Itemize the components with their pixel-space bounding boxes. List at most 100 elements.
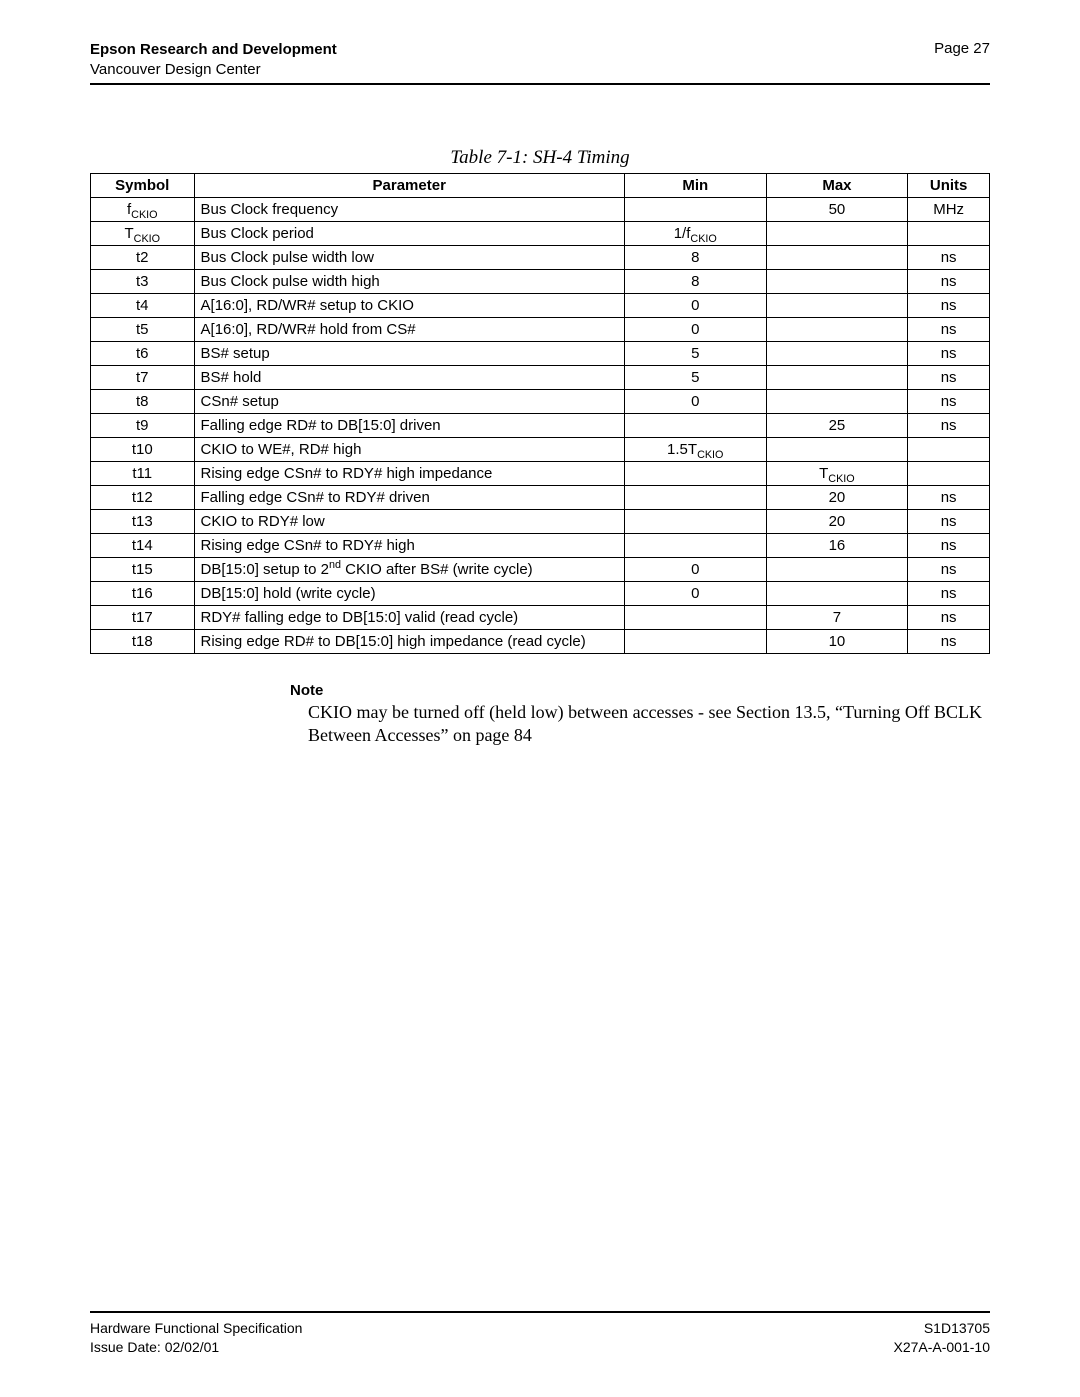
cell-units: ns <box>908 390 990 414</box>
table-row: t2Bus Clock pulse width low8ns <box>91 246 990 270</box>
table-row: t10CKIO to WE#, RD# high1.5TCKIO <box>91 438 990 462</box>
cell-max: 25 <box>766 414 908 438</box>
cell-min <box>624 606 766 630</box>
cell-min: 0 <box>624 390 766 414</box>
cell-units: ns <box>908 270 990 294</box>
cell-max: TCKIO <box>766 462 908 486</box>
cell-min <box>624 534 766 558</box>
cell-min: 1.5TCKIO <box>624 438 766 462</box>
table-title: Table 7-1: SH-4 Timing <box>90 147 990 169</box>
header-page-number: Page 27 <box>934 40 990 57</box>
cell-units: ns <box>908 510 990 534</box>
cell-symbol: t8 <box>91 390 195 414</box>
cell-symbol: t11 <box>91 462 195 486</box>
footer-left2: Issue Date: 02/02/01 <box>90 1338 302 1357</box>
cell-min: 5 <box>624 366 766 390</box>
cell-max <box>766 582 908 606</box>
cell-min: 0 <box>624 318 766 342</box>
table-row: t12Falling edge CSn# to RDY# driven20ns <box>91 486 990 510</box>
timing-table: Symbol Parameter Min Max Units fCKIOBus … <box>90 173 990 654</box>
table-row: t13CKIO to RDY# low 20ns <box>91 510 990 534</box>
footer-row: Hardware Functional Specification Issue … <box>90 1319 990 1357</box>
cell-units: ns <box>908 294 990 318</box>
table-header-row: Symbol Parameter Min Max Units <box>91 174 990 198</box>
cell-parameter: CKIO to RDY# low <box>194 510 624 534</box>
cell-min <box>624 630 766 654</box>
cell-parameter: Bus Clock period <box>194 222 624 246</box>
cell-max: 20 <box>766 510 908 534</box>
cell-min: 8 <box>624 246 766 270</box>
cell-max <box>766 294 908 318</box>
cell-parameter: DB[15:0] hold (write cycle) <box>194 582 624 606</box>
header-left: Epson Research and Development Vancouver… <box>90 40 337 79</box>
col-parameter: Parameter <box>194 174 624 198</box>
cell-symbol: TCKIO <box>91 222 195 246</box>
cell-parameter: BS# hold <box>194 366 624 390</box>
cell-symbol: t2 <box>91 246 195 270</box>
col-max: Max <box>766 174 908 198</box>
cell-units: MHz <box>908 198 990 222</box>
cell-parameter: A[16:0], RD/WR# hold from CS# <box>194 318 624 342</box>
cell-min: 1/fCKIO <box>624 222 766 246</box>
cell-symbol: fCKIO <box>91 198 195 222</box>
cell-parameter: Bus Clock frequency <box>194 198 624 222</box>
col-units: Units <box>908 174 990 198</box>
cell-max <box>766 366 908 390</box>
table-row: t15DB[15:0] setup to 2nd CKIO after BS# … <box>91 558 990 582</box>
table-row: t16DB[15:0] hold (write cycle)0ns <box>91 582 990 606</box>
cell-symbol: t5 <box>91 318 195 342</box>
cell-units: ns <box>908 342 990 366</box>
header-sub: Vancouver Design Center <box>90 60 337 80</box>
footer-left: Hardware Functional Specification Issue … <box>90 1319 302 1357</box>
cell-parameter: Rising edge CSn# to RDY# high impedance <box>194 462 624 486</box>
table-row: t17RDY# falling edge to DB[15:0] valid (… <box>91 606 990 630</box>
cell-parameter: DB[15:0] setup to 2nd CKIO after BS# (wr… <box>194 558 624 582</box>
cell-symbol: t14 <box>91 534 195 558</box>
cell-symbol: t16 <box>91 582 195 606</box>
cell-symbol: t3 <box>91 270 195 294</box>
cell-symbol: t13 <box>91 510 195 534</box>
cell-max: 20 <box>766 486 908 510</box>
cell-symbol: t18 <box>91 630 195 654</box>
table-row: t6BS# setup5ns <box>91 342 990 366</box>
footer-right: S1D13705 X27A-A-001-10 <box>893 1319 990 1357</box>
cell-parameter: Falling edge RD# to DB[15:0] driven <box>194 414 624 438</box>
cell-max: 7 <box>766 606 908 630</box>
cell-max: 16 <box>766 534 908 558</box>
cell-min <box>624 462 766 486</box>
table-row: t8CSn# setup0 ns <box>91 390 990 414</box>
page: Epson Research and Development Vancouver… <box>0 0 1080 1397</box>
footer-rule <box>90 1311 990 1313</box>
cell-max <box>766 270 908 294</box>
cell-units: ns <box>908 558 990 582</box>
cell-min: 0 <box>624 558 766 582</box>
cell-max <box>766 438 908 462</box>
cell-max <box>766 246 908 270</box>
cell-parameter: Bus Clock pulse width high <box>194 270 624 294</box>
table-row: fCKIOBus Clock frequency50MHz <box>91 198 990 222</box>
cell-max <box>766 318 908 342</box>
footer-right1: S1D13705 <box>893 1319 990 1338</box>
col-min: Min <box>624 174 766 198</box>
table-row: t7BS# hold5ns <box>91 366 990 390</box>
cell-symbol: t6 <box>91 342 195 366</box>
note-body: CKIO may be turned off (held low) betwee… <box>308 701 990 746</box>
page-header: Epson Research and Development Vancouver… <box>90 40 990 79</box>
table-row: t11Rising edge CSn# to RDY# high impedan… <box>91 462 990 486</box>
table-row: t4A[16:0], RD/WR# setup to CKIO0ns <box>91 294 990 318</box>
cell-max <box>766 222 908 246</box>
cell-min: 0 <box>624 294 766 318</box>
cell-units <box>908 222 990 246</box>
footer-right2: X27A-A-001-10 <box>893 1338 990 1357</box>
table-row: t9Falling edge RD# to DB[15:0] driven25n… <box>91 414 990 438</box>
cell-min <box>624 414 766 438</box>
cell-min: 0 <box>624 582 766 606</box>
table-row: TCKIOBus Clock period1/fCKIO <box>91 222 990 246</box>
cell-parameter: CSn# setup <box>194 390 624 414</box>
cell-symbol: t17 <box>91 606 195 630</box>
cell-units <box>908 462 990 486</box>
cell-symbol: t9 <box>91 414 195 438</box>
cell-max: 10 <box>766 630 908 654</box>
note-heading: Note <box>290 682 990 699</box>
cell-units: ns <box>908 534 990 558</box>
